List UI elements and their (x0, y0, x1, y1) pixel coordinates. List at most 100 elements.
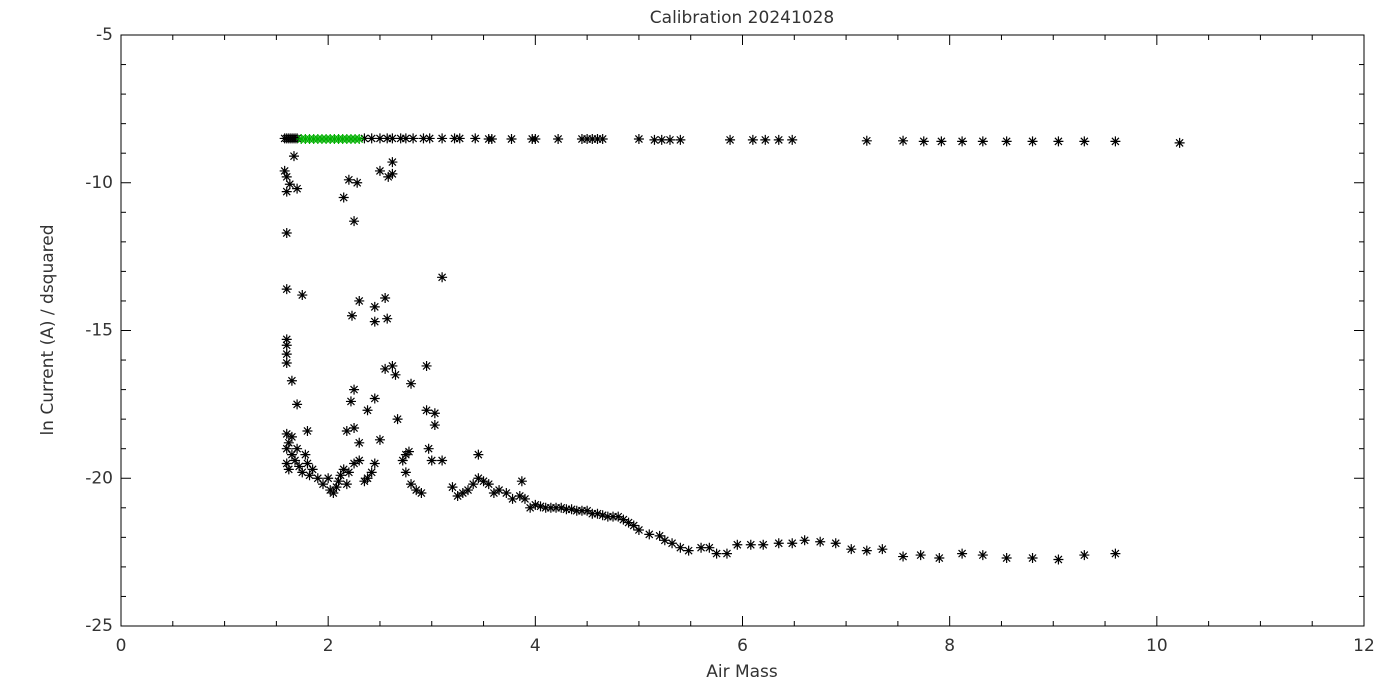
marker (416, 488, 427, 499)
marker (760, 134, 771, 145)
marker (667, 538, 678, 549)
marker (957, 136, 968, 147)
marker (587, 508, 598, 519)
marker (317, 479, 328, 490)
marker (292, 399, 303, 410)
marker (898, 135, 909, 146)
marker (354, 134, 365, 145)
marker (457, 488, 468, 499)
marker (918, 136, 929, 147)
marker (281, 443, 292, 454)
marker (281, 334, 292, 345)
marker (281, 171, 292, 182)
marker (281, 186, 292, 197)
marker (283, 464, 294, 475)
marker (535, 501, 546, 512)
marker (861, 545, 872, 556)
marker (633, 524, 644, 535)
marker (304, 470, 315, 481)
marker (349, 458, 360, 469)
marker (915, 550, 926, 561)
marker (380, 363, 391, 374)
marker (281, 349, 292, 360)
marker (359, 133, 370, 144)
x-axis-label: Air Mass (706, 662, 778, 682)
y-tick-label: -10 (85, 173, 113, 193)
marker (592, 134, 603, 145)
marker (406, 378, 417, 389)
marker (507, 493, 518, 504)
marker (799, 535, 810, 546)
marker (424, 133, 435, 144)
marker (294, 461, 305, 472)
marker (597, 510, 608, 521)
x-tick-label: 10 (1146, 636, 1168, 656)
marker (437, 272, 448, 283)
marker (934, 553, 945, 564)
chart-title: Calibration 20241028 (650, 8, 834, 28)
marker (1027, 136, 1038, 147)
marker (290, 455, 301, 466)
marker (815, 536, 826, 547)
marker (283, 437, 294, 448)
marker (1053, 136, 1064, 147)
marker (362, 473, 373, 484)
marker (281, 340, 292, 351)
marker (745, 539, 756, 550)
marker (628, 520, 639, 531)
marker (747, 134, 758, 145)
marker (397, 455, 408, 466)
marker (675, 134, 686, 145)
marker (545, 502, 556, 513)
marker (506, 134, 517, 145)
marker (328, 488, 339, 499)
marker (352, 177, 363, 188)
x-tick-label: 6 (737, 636, 748, 656)
marker (362, 405, 373, 416)
marker (349, 423, 360, 434)
marker (936, 136, 947, 147)
marker (597, 134, 608, 145)
marker (288, 151, 299, 162)
marker (1001, 553, 1012, 564)
marker (582, 134, 593, 145)
marker (382, 133, 393, 144)
marker (787, 134, 798, 145)
marker (292, 183, 303, 194)
marker (452, 490, 463, 501)
marker (374, 165, 385, 176)
marker (429, 408, 440, 419)
marker (725, 134, 736, 145)
marker (312, 473, 323, 484)
marker (618, 514, 629, 525)
marker (530, 134, 541, 145)
marker (576, 505, 587, 516)
marker (773, 538, 784, 549)
marker (437, 455, 448, 466)
x-tick-label: 8 (944, 636, 955, 656)
marker (571, 505, 582, 516)
marker (830, 538, 841, 549)
marker (390, 369, 401, 380)
marker (408, 133, 419, 144)
marker (349, 384, 360, 395)
marker (447, 482, 458, 493)
marker (335, 470, 346, 481)
marker (400, 467, 411, 478)
marker (366, 467, 377, 478)
y-tick-label: -15 (85, 321, 113, 341)
marker (437, 133, 448, 144)
marker (400, 133, 411, 144)
marker (369, 393, 380, 404)
marker (346, 310, 357, 321)
x-tick-label: 4 (530, 636, 541, 656)
marker (516, 476, 527, 487)
marker (331, 482, 342, 493)
marker (286, 449, 297, 460)
marker (721, 548, 732, 559)
marker (587, 134, 598, 145)
marker (281, 428, 292, 439)
marker (429, 420, 440, 431)
marker (406, 479, 417, 490)
